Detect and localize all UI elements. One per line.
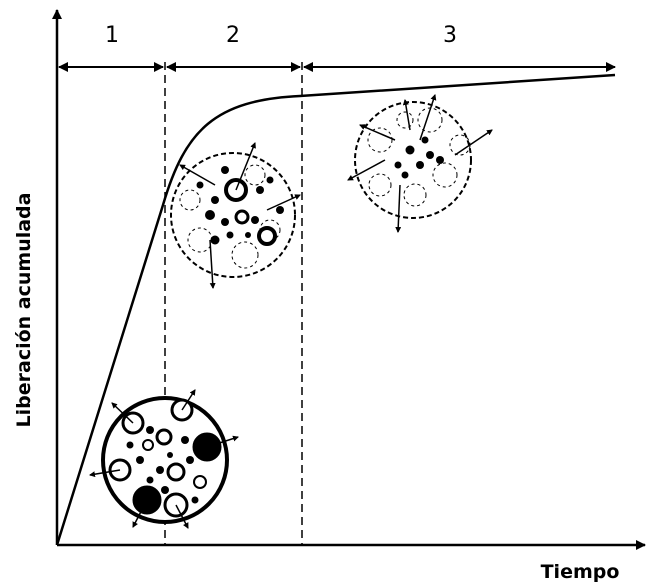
phase-label: 3 <box>443 23 457 48</box>
release-curve <box>55 73 616 546</box>
particle-depleted <box>347 94 493 233</box>
phase-label: 1 <box>105 23 119 48</box>
y-axis-label: Liberación acumulada <box>13 193 35 428</box>
phase-label: 2 <box>226 23 240 48</box>
x-axis-label: Tiempo <box>541 561 620 583</box>
particle-releasing <box>170 142 301 289</box>
particle-intact <box>89 389 239 529</box>
